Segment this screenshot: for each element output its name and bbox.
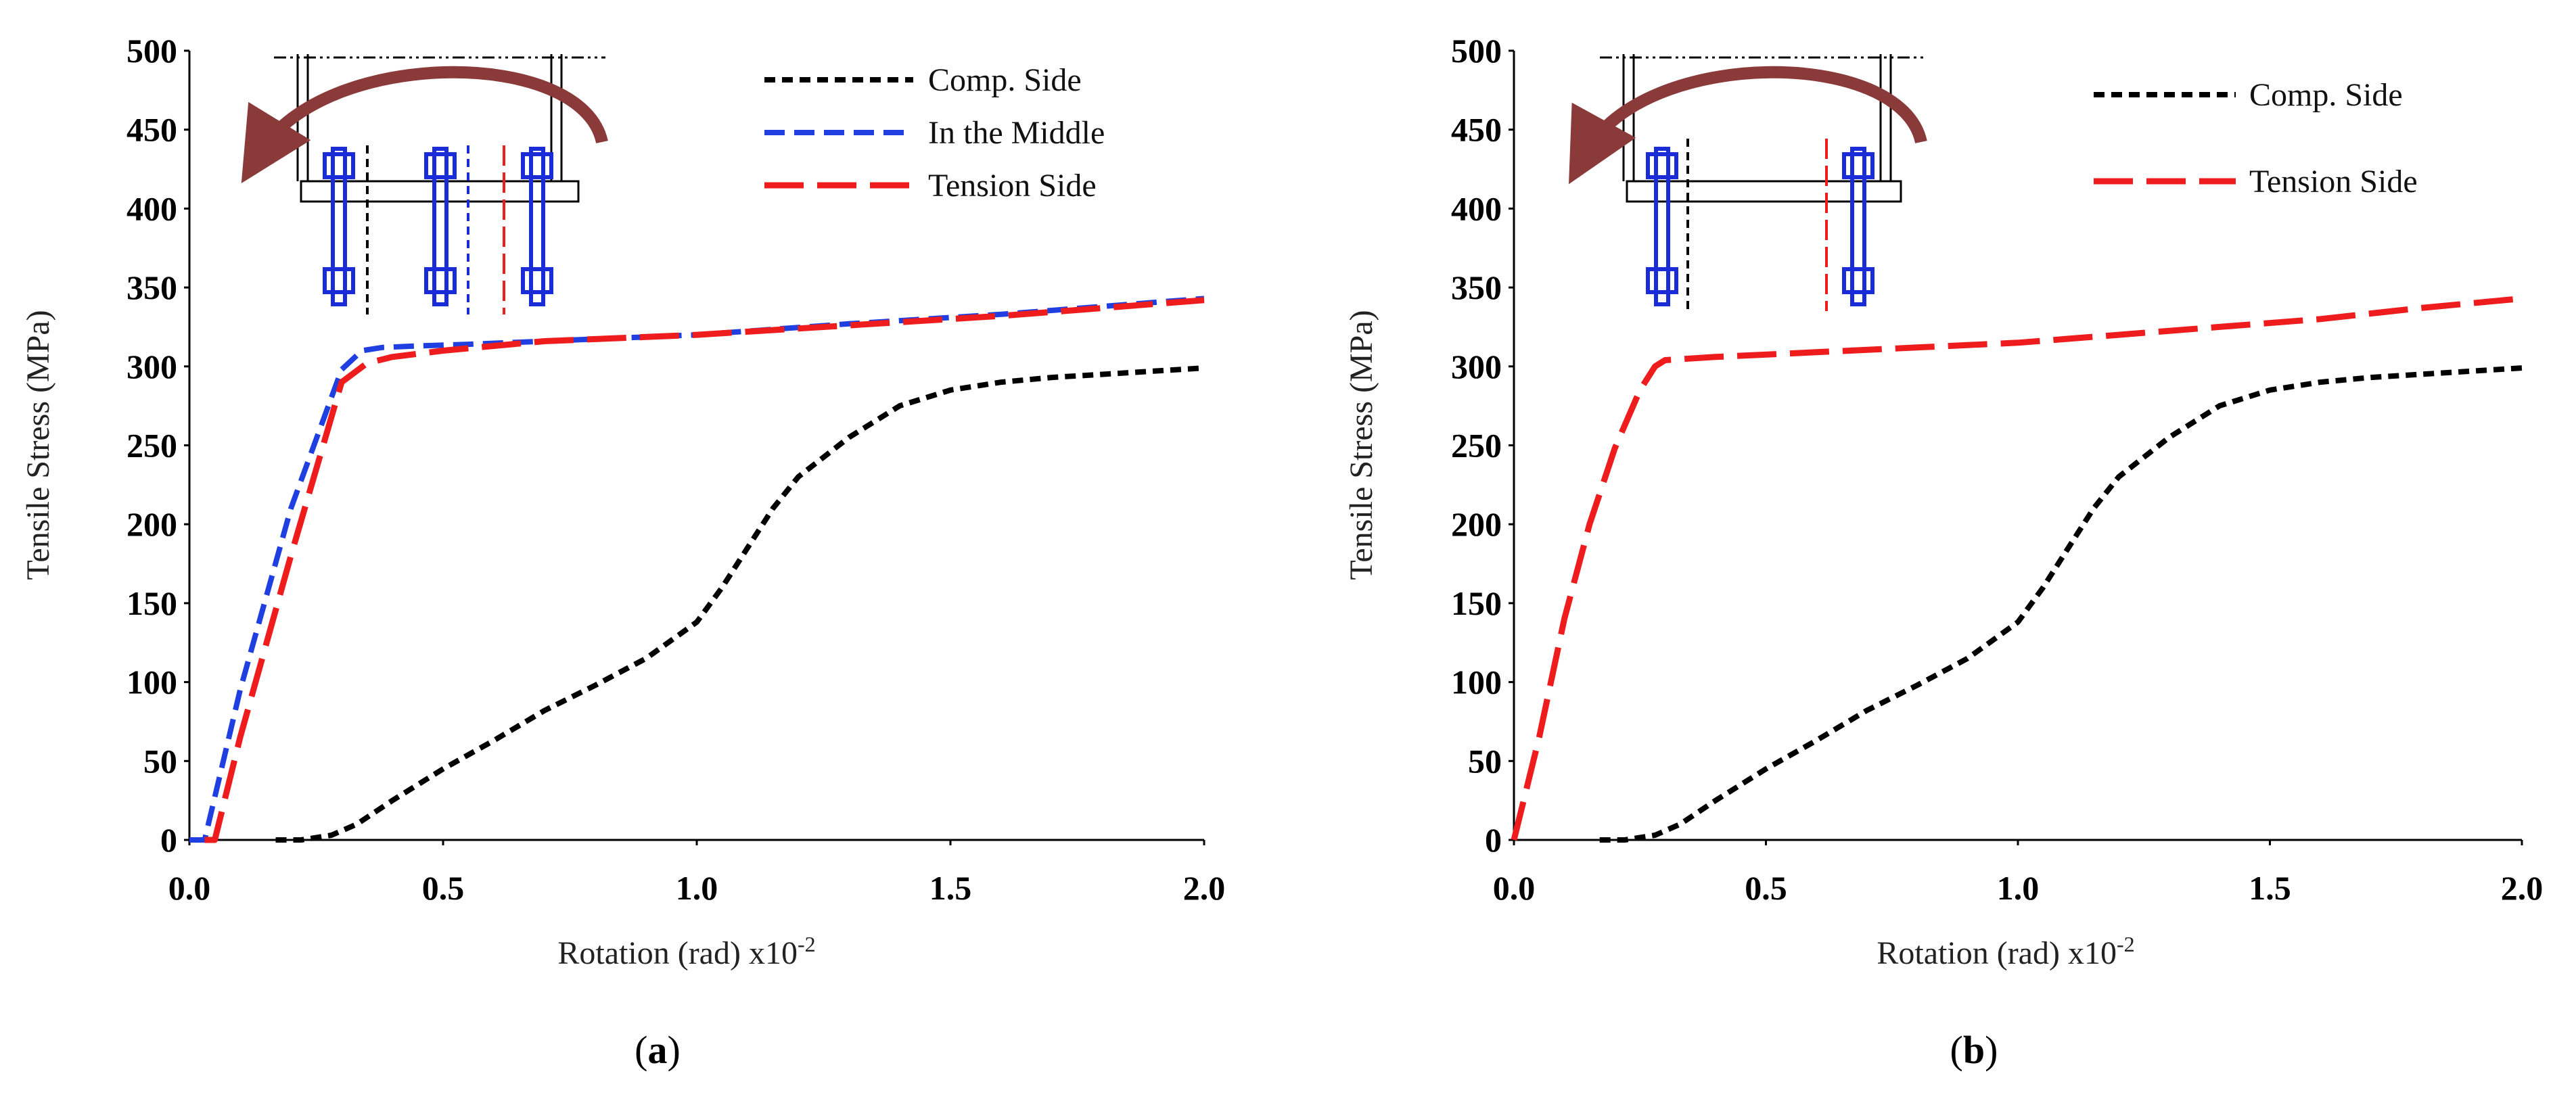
x-axis-title: Rotation (rad) x10-2: [1877, 932, 2134, 971]
legend: Comp. Side In the Middle Tension Side: [764, 62, 1105, 204]
x-tick-label: 0.5: [422, 869, 465, 907]
y-tick-label: 100: [127, 663, 177, 701]
x-tick-label: 0.0: [168, 869, 211, 907]
gauge-markers: [366, 145, 505, 314]
x-tick-label: 2.0: [1183, 869, 1226, 907]
y-tick-label: 150: [127, 584, 177, 622]
panel-caption: (a): [635, 1028, 681, 1072]
bolt-icon: [1646, 147, 1874, 306]
y-tick-label: 250: [127, 427, 177, 465]
y-tick-label: 500: [1451, 32, 1502, 70]
x-axis-title: Rotation (rad) x10-2: [557, 932, 815, 971]
y-tick-label: 300: [127, 348, 177, 385]
y-tick-label: 500: [127, 32, 177, 70]
gauge-markers: [1686, 139, 1828, 311]
panel-caption: (b): [1950, 1028, 1998, 1072]
chart-panel-b: 0 50 100 150 200 250 300 350 400 450 500 0.0 0.5 1.0…: [1343, 32, 2543, 1072]
series-line-comp-side: [275, 365, 1205, 843]
y-tick-label: 200: [1451, 505, 1502, 543]
x-tick-label: 0.5: [1745, 869, 1787, 907]
y-tick-label: 50: [1468, 742, 1502, 780]
y-tick-label: 50: [143, 742, 177, 780]
x-tick-label: 1.5: [929, 869, 972, 907]
legend-label-comp-side: Comp. Side: [2249, 77, 2403, 113]
y-tick-label: 350: [1451, 268, 1502, 306]
legend-label-comp-side: Comp. Side: [928, 62, 1082, 98]
y-tick-label: 100: [1451, 663, 1502, 701]
x-tick-label: 1.0: [676, 869, 718, 907]
x-axis-ticks: 0.0 0.5 1.0 1.5 2.0: [168, 840, 1226, 907]
y-axis-ticks: 0 50 100 150 200 250 300 350 400 450 500: [1451, 32, 1514, 859]
legend-label-tension-side: Tension Side: [928, 168, 1097, 204]
x-tick-label: 2.0: [2501, 869, 2544, 907]
moment-arrow-icon: [1568, 66, 1927, 185]
y-axis-title: Tensile Stress (MPa): [20, 310, 56, 580]
x-axis-ticks: 0.0 0.5 1.0 1.5 2.0: [1493, 840, 2544, 907]
legend: Comp. Side Tension Side: [2094, 77, 2418, 200]
x-tick-label: 1.0: [1997, 869, 2040, 907]
series-line-comp-side: [1599, 365, 2523, 843]
y-axis-ticks: 0 50 100 150 200 250 300 350 400 450 500: [127, 32, 189, 859]
y-tick-label: 0: [1485, 821, 1502, 859]
series-line-tension-side: [204, 297, 1205, 843]
legend-label-tension-side: Tension Side: [2249, 164, 2418, 200]
x-tick-label: 1.5: [2249, 869, 2291, 907]
y-tick-label: 400: [1451, 189, 1502, 227]
series-layer: [1511, 295, 2523, 843]
y-tick-label: 450: [127, 111, 177, 149]
y-axis-title: Tensile Stress (MPa): [1343, 310, 1379, 580]
x-tick-label: 0.0: [1493, 869, 1536, 907]
series-layer: [189, 296, 1205, 843]
series-line-tension-side: [1511, 295, 2523, 841]
chart-panel-a: 0 50 100 150 200 250 300 350 400 450 500 0.0 0.5 1.0…: [20, 32, 1225, 1072]
y-tick-label: 350: [127, 268, 177, 306]
y-tick-label: 400: [127, 189, 177, 227]
moment-arrow-icon: [241, 66, 608, 183]
y-tick-label: 450: [1451, 111, 1502, 149]
legend-label-in-the-middle: In the Middle: [928, 115, 1105, 151]
y-tick-label: 0: [160, 821, 177, 859]
y-tick-label: 250: [1451, 427, 1502, 465]
y-tick-label: 150: [1451, 584, 1502, 622]
y-tick-label: 300: [1451, 348, 1502, 385]
bolt-icon: [323, 147, 553, 306]
y-tick-label: 200: [127, 505, 177, 543]
